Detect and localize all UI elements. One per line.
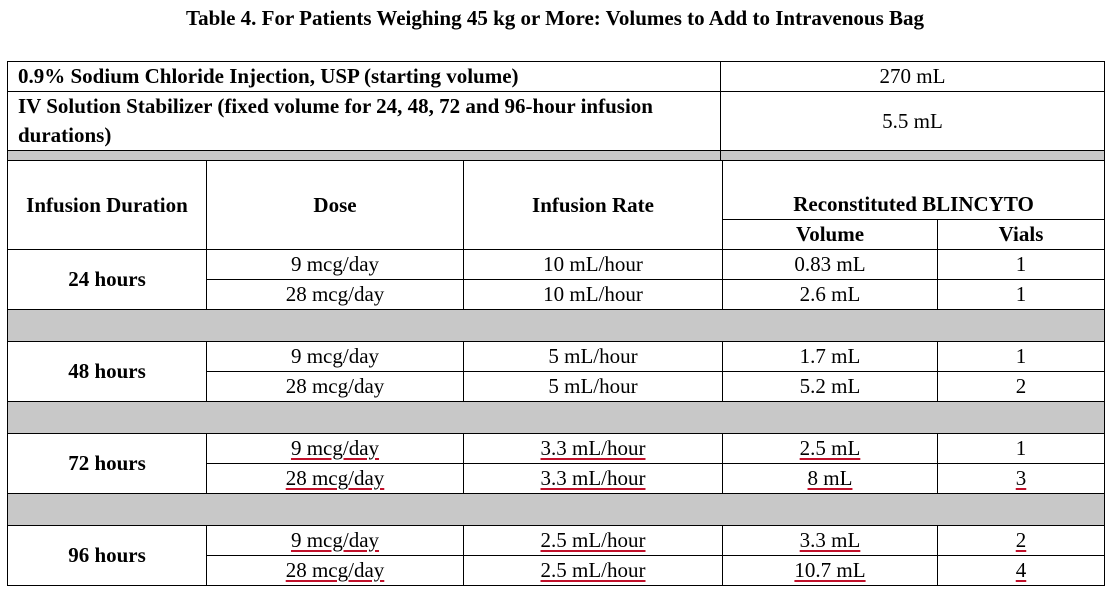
starting-volume-value: 270 mL — [720, 61, 1105, 92]
table-row: 24 hours 9 mcg/day 10 mL/hour 0.83 mL 1 — [7, 249, 1106, 310]
table-row: 28 mcg/day 5 mL/hour 5.2 mL 2 — [8, 371, 1106, 402]
stabilizer-label: IV Solution Stabilizer (fixed volume for… — [7, 91, 721, 151]
header-row: Infusion Duration Dose Infusion Rate Rec… — [7, 160, 1106, 250]
rate-cell: 2.5 mL/hour — [463, 525, 723, 556]
rate-value: 2.5 mL/hour — [540, 528, 646, 552]
dose-cell: 9 mcg/day — [206, 341, 464, 372]
volume-cell: 3.3 mL — [722, 525, 938, 556]
duration-cell: 24 hours — [7, 249, 207, 310]
rate-value: 3.3 mL/hour — [540, 436, 646, 460]
separator-row — [6, 309, 1106, 342]
dose-cell: 28 mcg/day — [206, 279, 464, 310]
dose-value: 28 mcg/day — [285, 466, 385, 490]
vials-value: 4 — [1015, 558, 1027, 582]
dose-cell: 28 mcg/day — [206, 371, 464, 402]
volume-value: 8 mL — [807, 466, 853, 490]
header-duration: Infusion Duration — [7, 160, 207, 250]
table-row: IV Solution Stabilizer (fixed volume for… — [7, 91, 1105, 151]
setup-table: 0.9% Sodium Chloride Injection, USP (sta… — [7, 61, 1105, 161]
dose-value: 9 mcg/day — [290, 528, 380, 552]
dose-cell: 9 mcg/day — [206, 249, 464, 280]
volume-cell: 0.83 mL — [722, 249, 938, 280]
dose-cell: 9 mcg/day — [206, 433, 464, 464]
vials-cell: 1 — [936, 341, 1106, 372]
vials-cell: 3 — [936, 463, 1106, 494]
vials-cell: 2 — [936, 525, 1106, 556]
duration-cell: 48 hours — [7, 341, 207, 402]
volume-cell: 8 mL — [722, 463, 938, 494]
separator-row — [6, 493, 1106, 526]
table-row: 96 hours 9 mcg/day 2.5 mL/hour 3.3 mL 2 — [7, 525, 1106, 586]
rate-cell: 10 mL/hour — [463, 249, 723, 280]
duration-cell: 96 hours — [7, 525, 207, 586]
table-row: 72 hours 9 mcg/day 3.3 mL/hour 2.5 mL 1 — [7, 433, 1106, 494]
separator-cell — [720, 150, 1105, 161]
separator-row — [7, 150, 1105, 161]
vials-cell: 2 — [936, 371, 1106, 402]
vials-value: 3 — [1015, 466, 1027, 490]
vials-cell: 1 — [936, 279, 1106, 310]
dose-cell: 9 mcg/day — [206, 525, 464, 556]
table-row: 48 hours 9 mcg/day 5 mL/hour 1.7 mL 1 — [7, 341, 1106, 402]
separator-cell — [6, 493, 1106, 526]
stabilizer-value: 5.5 mL — [720, 91, 1105, 151]
header-volume: Volume — [722, 219, 938, 250]
rate-cell: 5 mL/hour — [463, 341, 723, 372]
starting-volume-label: 0.9% Sodium Chloride Injection, USP (sta… — [7, 61, 721, 92]
dose-cell: 28 mcg/day — [206, 463, 464, 494]
rate-value: 3.3 mL/hour — [540, 466, 646, 490]
rate-cell: 10 mL/hour — [463, 279, 723, 310]
rate-cell: 3.3 mL/hour — [463, 463, 723, 494]
dose-cell: 28 mcg/day — [206, 555, 464, 586]
volume-cell: 5.2 mL — [722, 371, 938, 402]
volume-cell: 10.7 mL — [722, 555, 938, 586]
table-row: 0.9% Sodium Chloride Injection, USP (sta… — [7, 61, 1105, 92]
separator-cell — [6, 309, 1106, 342]
rate-cell: 3.3 mL/hour — [463, 433, 723, 464]
dose-value: 9 mcg/day — [290, 436, 380, 460]
vials-cell: 4 — [936, 555, 1106, 586]
rate-cell: 5 mL/hour — [463, 371, 723, 402]
duration-cell: 72 hours — [7, 433, 207, 494]
vials-cell: 1 — [936, 249, 1106, 280]
table-caption: Table 4. For Patients Weighing 45 kg or … — [186, 6, 924, 30]
header-dose: Dose — [206, 160, 464, 250]
rate-cell: 2.5 mL/hour — [463, 555, 723, 586]
header-row: Volume Vials — [8, 219, 1106, 250]
separator-row — [6, 401, 1106, 434]
vials-value: 2 — [1015, 528, 1027, 552]
volume-value: 2.5 mL — [799, 436, 861, 460]
volume-cell: 1.7 mL — [722, 341, 938, 372]
header-vials: Vials — [936, 219, 1106, 250]
header-reconstituted: Reconstituted BLINCYTO — [721, 160, 1106, 220]
table-row: 28 mcg/day 2.5 mL/hour 10.7 mL 4 — [8, 555, 1106, 586]
volume-cell: 2.6 mL — [722, 279, 938, 310]
dosing-table: Infusion Duration Dose Infusion Rate Rec… — [6, 160, 1106, 586]
volume-value: 3.3 mL — [799, 528, 861, 552]
separator-cell — [7, 150, 721, 161]
vials-cell: 1 — [936, 433, 1106, 464]
volume-cell: 2.5 mL — [722, 433, 938, 464]
rate-value: 2.5 mL/hour — [540, 558, 646, 582]
dose-value: 28 mcg/day — [285, 558, 385, 582]
volume-value: 10.7 mL — [794, 558, 866, 582]
header-rate: Infusion Rate — [463, 160, 723, 250]
separator-cell — [6, 401, 1106, 434]
